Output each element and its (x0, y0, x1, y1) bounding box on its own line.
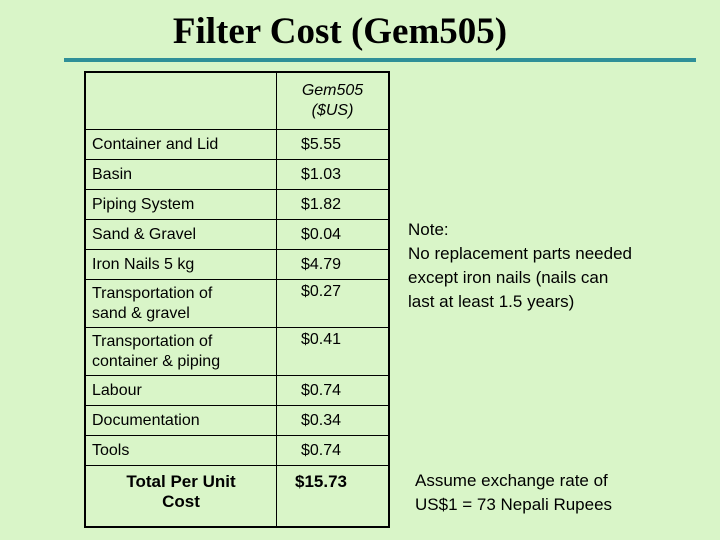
cost-cell: $0.74 (276, 435, 390, 466)
header-currency-label: ($US) (311, 102, 354, 119)
table-row: Basin $1.03 (84, 159, 390, 190)
header-gem505-cell: Gem505 ($US) (276, 71, 390, 130)
total-row: Total Per Unit Cost $15.73 (84, 465, 390, 528)
table-header-row: Gem505 ($US) (84, 71, 390, 130)
total-label-line2: Cost (162, 492, 200, 511)
table-row: Tools $0.74 (84, 435, 390, 466)
exchange-rate-text: Assume exchange rate of US$1 = 73 Nepali… (415, 469, 715, 517)
cost-cell: $1.03 (276, 159, 390, 190)
item-cell: Tools (84, 435, 277, 466)
exchange-line: US$1 = 73 Nepali Rupees (415, 495, 613, 514)
cost-cell: $5.55 (276, 129, 390, 160)
cost-cell: $1.82 (276, 189, 390, 220)
exchange-line: Assume exchange rate of (415, 471, 608, 490)
note-heading: Note: (408, 220, 449, 239)
cost-cell: $0.04 (276, 219, 390, 250)
item-cell: Labour (84, 375, 277, 406)
table-row: Transportation of sand & gravel $0.27 (84, 279, 390, 328)
slide-title: Filter Cost (Gem505) (172, 11, 508, 52)
item-cell: Documentation (84, 405, 277, 436)
header-gem505-label: Gem505 (301, 82, 364, 99)
item-cell: Transportation of container & piping (84, 327, 277, 376)
note-line: No replacement parts needed (408, 244, 632, 263)
item-label-line1: Transportation of (92, 284, 213, 302)
cost-cell: $4.79 (276, 249, 390, 280)
item-label-line1: Transportation of (92, 332, 213, 350)
item-cell: Transportation of sand & gravel (84, 279, 277, 328)
header-blank-cell (84, 71, 277, 130)
cost-cell: $0.41 (276, 327, 390, 376)
note-line: last at least 1.5 years) (408, 292, 575, 311)
item-cell: Basin (84, 159, 277, 190)
table-row: Sand & Gravel $0.04 (84, 219, 390, 250)
table-row: Documentation $0.34 (84, 405, 390, 436)
item-cell: Sand & Gravel (84, 219, 277, 250)
total-cost-cell: $15.73 (276, 465, 390, 528)
total-label-cell: Total Per Unit Cost (84, 465, 277, 528)
item-label-line2: container & piping (92, 352, 221, 370)
table-row: Iron Nails 5 kg $4.79 (84, 249, 390, 280)
item-cell: Container and Lid (84, 129, 277, 160)
note-text: Note: No replacement parts needed except… (408, 218, 708, 314)
table-row: Labour $0.74 (84, 375, 390, 406)
note-line: except iron nails (nails can (408, 268, 609, 287)
cost-table: Gem505 ($US) Container and Lid $5.55 Bas… (84, 71, 390, 528)
cost-cell: $0.34 (276, 405, 390, 436)
title-underline (64, 58, 696, 62)
table-row: Transportation of container & piping $0.… (84, 327, 390, 376)
cost-cell: $0.74 (276, 375, 390, 406)
item-label-line2: sand & gravel (92, 304, 190, 322)
item-cell: Piping System (84, 189, 277, 220)
cost-cell: $0.27 (276, 279, 390, 328)
table-row: Piping System $1.82 (84, 189, 390, 220)
table-row: Container and Lid $5.55 (84, 129, 390, 160)
item-cell: Iron Nails 5 kg (84, 249, 277, 280)
total-label-line1: Total Per Unit (126, 472, 236, 491)
